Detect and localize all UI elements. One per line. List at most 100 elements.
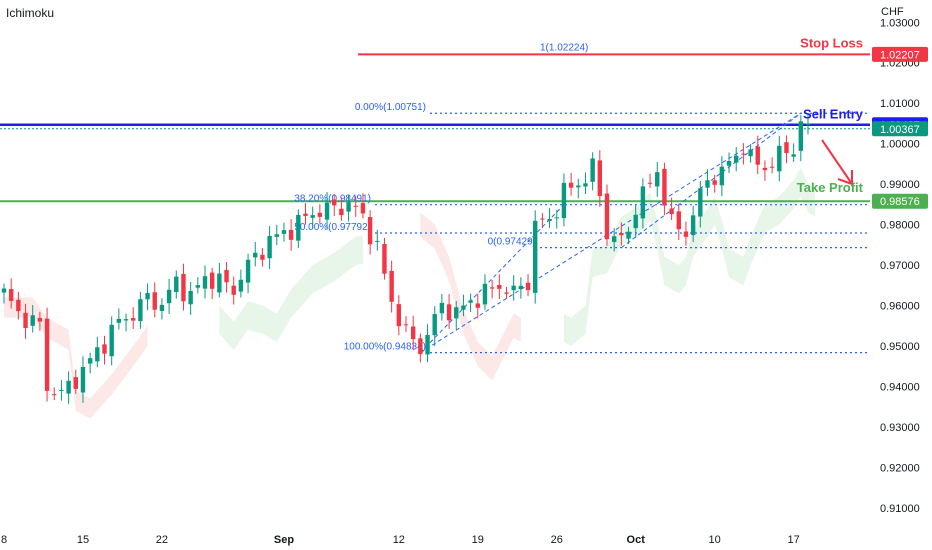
candle-body bbox=[375, 240, 380, 242]
y-tick-label: 0.96000 bbox=[880, 300, 920, 312]
candle-body bbox=[52, 394, 57, 396]
candle-body bbox=[726, 161, 732, 166]
price-tag bbox=[872, 121, 928, 137]
candle-body bbox=[777, 145, 782, 172]
y-tick-label: 0.94000 bbox=[880, 381, 920, 393]
candle-body bbox=[44, 318, 50, 391]
candle-body bbox=[662, 168, 667, 206]
candle-body bbox=[676, 211, 681, 230]
candle-body bbox=[353, 205, 358, 207]
candle-body bbox=[260, 254, 265, 260]
candle-body bbox=[583, 183, 588, 187]
candle-body bbox=[590, 158, 595, 182]
price-tag-label: 1.00367 bbox=[880, 124, 920, 136]
kumo-bullish bbox=[219, 235, 363, 350]
trend-line bbox=[621, 112, 802, 249]
sell-entry-annotation: Sell Entry bbox=[803, 107, 864, 122]
candle-body bbox=[568, 182, 574, 188]
candle-body bbox=[1, 288, 7, 293]
candle-body bbox=[109, 324, 114, 357]
x-tick-label: Sep bbox=[274, 534, 294, 546]
candle-body bbox=[159, 304, 165, 311]
candle-body bbox=[769, 166, 775, 168]
candle-body bbox=[281, 230, 287, 234]
candle-body bbox=[683, 231, 689, 237]
candle-body bbox=[116, 318, 122, 323]
candle-body bbox=[274, 234, 279, 237]
x-tick-label: 19 bbox=[472, 534, 484, 546]
x-tick-label: 17 bbox=[788, 534, 800, 546]
candle-body bbox=[475, 303, 480, 308]
candle-body bbox=[382, 244, 387, 274]
fib-level-label: 38.20%(0.98491) bbox=[294, 194, 371, 205]
x-tick-label: 10 bbox=[709, 534, 721, 546]
candle-body bbox=[346, 202, 351, 212]
candle-body bbox=[238, 279, 244, 292]
candle-body bbox=[152, 292, 157, 310]
candle-body bbox=[166, 289, 172, 304]
candle-body bbox=[425, 334, 430, 355]
candle-body bbox=[468, 300, 473, 303]
candle-body bbox=[181, 273, 186, 302]
x-tick-label: 12 bbox=[393, 534, 405, 546]
candle-body bbox=[611, 236, 617, 243]
candle-body bbox=[518, 285, 524, 290]
price-tag bbox=[872, 46, 928, 62]
candle-body bbox=[37, 317, 43, 322]
x-tick-label: Oct bbox=[627, 534, 646, 546]
fib-level-label: 100.00%(0.94834) bbox=[344, 342, 426, 353]
candle-body bbox=[224, 269, 229, 283]
fib-level-label: 50.00%(0.97792) bbox=[294, 222, 371, 233]
currency-label: CHF bbox=[881, 6, 904, 18]
trend-line bbox=[419, 204, 565, 353]
take-profit-annotation: Take Profit bbox=[797, 180, 864, 195]
y-tick-label: 0.95000 bbox=[880, 341, 920, 353]
candle-body bbox=[633, 214, 638, 229]
candle-body bbox=[454, 307, 459, 319]
candle-body bbox=[533, 220, 538, 293]
candle-body bbox=[755, 146, 760, 165]
stop-loss-annotation: Stop Loss bbox=[800, 35, 863, 50]
y-tick-label: 0.92000 bbox=[880, 462, 920, 474]
candle-body bbox=[138, 299, 143, 322]
candle-body bbox=[698, 188, 703, 217]
candle-body bbox=[23, 312, 28, 328]
candle-body bbox=[30, 315, 35, 326]
candle-body bbox=[784, 142, 789, 154]
candle-body bbox=[619, 233, 624, 236]
candle-body bbox=[339, 208, 344, 216]
candle-body bbox=[303, 213, 308, 216]
price-tag bbox=[872, 193, 928, 209]
y-tick-label: 1.00000 bbox=[880, 139, 920, 151]
candle-body bbox=[296, 214, 301, 241]
price-tag-label: 1.02207 bbox=[880, 49, 920, 61]
candle-body bbox=[597, 160, 603, 197]
candle-body bbox=[576, 185, 581, 188]
candle-body bbox=[712, 180, 717, 185]
candle-body bbox=[102, 344, 107, 354]
candle-body bbox=[288, 229, 294, 240]
candle-body bbox=[446, 304, 452, 321]
x-tick-label: 15 bbox=[77, 534, 89, 546]
candle-body bbox=[791, 154, 796, 157]
candle-body bbox=[561, 182, 567, 219]
y-tick-label: 0.91000 bbox=[880, 503, 920, 515]
candle-body bbox=[389, 270, 394, 302]
candle-body bbox=[80, 366, 86, 393]
indicator-title: Ichimoku bbox=[6, 6, 55, 20]
candle-body bbox=[410, 326, 416, 340]
candle-body bbox=[748, 149, 753, 157]
y-tick-label: 1.03000 bbox=[880, 17, 920, 29]
candle-body bbox=[367, 217, 373, 245]
candle-body bbox=[504, 292, 509, 294]
candle-body bbox=[690, 215, 696, 236]
candle-body bbox=[73, 377, 78, 389]
candle-body bbox=[267, 235, 272, 259]
candle-body bbox=[669, 208, 674, 215]
candle-body bbox=[554, 217, 559, 219]
candle-body bbox=[310, 215, 315, 218]
candle-body bbox=[432, 314, 437, 336]
candle-body bbox=[540, 218, 545, 220]
y-tick-label: 0.93000 bbox=[880, 422, 920, 434]
